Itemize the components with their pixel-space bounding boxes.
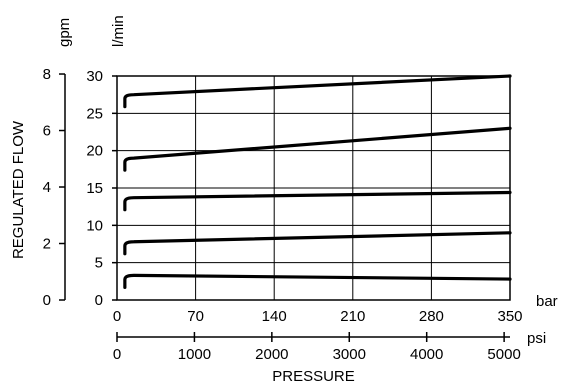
- psi-tick-label-4: 4000: [410, 346, 443, 363]
- bar-tick-label-1: 70: [187, 308, 204, 325]
- psi-tick-label-2: 2000: [255, 346, 288, 363]
- gpm-tick-label-1: 2: [43, 236, 51, 253]
- gpm-tick-label-3: 6: [43, 123, 51, 140]
- lmin-tick-label-2: 10: [86, 217, 103, 234]
- bar-tick-label-4: 280: [419, 308, 444, 325]
- flow-curve-1: [123, 74, 512, 109]
- gpm-unit-label: gpm: [56, 18, 73, 47]
- bar-unit-label: bar: [536, 293, 558, 310]
- lmin-tick-label-5: 25: [86, 105, 103, 122]
- lmin-tick-label-4: 20: [86, 143, 103, 160]
- psi-tick-label-1: 1000: [178, 346, 211, 363]
- lmin-tick-label-6: 30: [86, 68, 103, 85]
- bar-tick-label-0: 0: [113, 308, 121, 325]
- gpm-tick-label-0: 0: [43, 292, 51, 309]
- psi-unit-label: psi: [527, 330, 546, 347]
- axes: [59, 73, 510, 342]
- flow-curves: [123, 74, 512, 289]
- lmin-unit-label: l/min: [110, 15, 127, 47]
- flow-curve-4: [123, 231, 512, 256]
- y-axis-title: REGULATED FLOW: [10, 120, 27, 259]
- bar-tick-label-3: 210: [340, 308, 365, 325]
- gpm-tick-label-4: 8: [43, 66, 51, 83]
- x-axis-title: PRESSURE: [272, 368, 355, 385]
- flow-curve-3: [123, 190, 512, 212]
- lmin-tick-label-1: 5: [95, 255, 103, 272]
- psi-tick-label-5: 5000: [487, 346, 520, 363]
- psi-tick-label-0: 0: [113, 346, 121, 363]
- lmin-tick-label-0: 0: [95, 292, 103, 309]
- psi-tick-label-3: 3000: [333, 346, 366, 363]
- bar-tick-label-5: 350: [497, 308, 522, 325]
- gpm-tick-label-2: 4: [43, 179, 51, 196]
- flow-curve-5: [123, 273, 512, 289]
- flow-curve-2: [123, 126, 512, 172]
- axis-labels: 0 5 10 15 20 25 30 0 2 4 6 8 0 70 140 210 280 350 bar 0 1000…: [10, 15, 558, 385]
- grid-lines: [117, 76, 510, 300]
- bar-tick-label-2: 140: [262, 308, 287, 325]
- lmin-tick-label-3: 15: [86, 180, 103, 197]
